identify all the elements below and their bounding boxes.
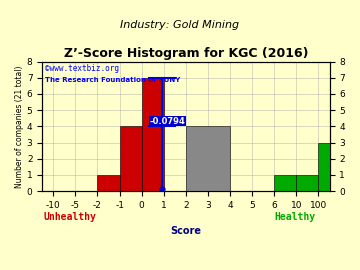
Text: Healthy: Healthy — [274, 212, 316, 222]
Text: ©www.textbiz.org: ©www.textbiz.org — [45, 64, 119, 73]
Bar — [274, 175, 296, 191]
Text: -0.0794: -0.0794 — [150, 116, 186, 126]
Text: Unhealthy: Unhealthy — [43, 212, 96, 222]
Y-axis label: Number of companies (21 total): Number of companies (21 total) — [15, 65, 24, 188]
X-axis label: Score: Score — [170, 227, 201, 237]
Bar — [142, 78, 164, 191]
Text: The Research Foundation of SUNY: The Research Foundation of SUNY — [45, 77, 180, 83]
Text: Industry: Gold Mining: Industry: Gold Mining — [121, 20, 239, 30]
Bar — [319, 143, 341, 191]
Title: Z’-Score Histogram for KGC (2016): Z’-Score Histogram for KGC (2016) — [64, 48, 308, 60]
Bar — [98, 175, 120, 191]
Bar — [296, 175, 319, 191]
Bar — [186, 126, 230, 191]
Bar — [120, 126, 142, 191]
